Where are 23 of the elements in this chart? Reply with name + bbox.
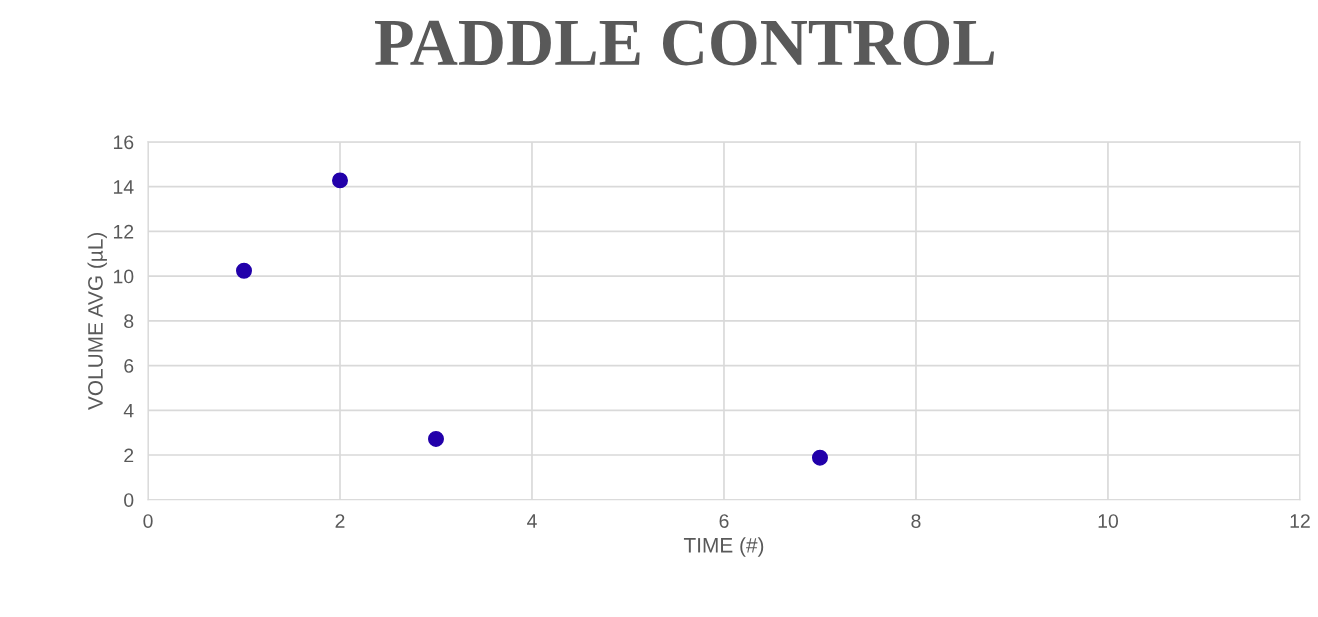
x-tick-label: 2 [335, 514, 345, 528]
y-tick-label: 14 [113, 180, 134, 194]
x-tick-label: 4 [527, 514, 537, 528]
y-tick-label: 4 [123, 403, 134, 418]
y-tick-label: 10 [113, 269, 134, 284]
point [811, 449, 828, 466]
x-axis-title: TIME (#) [683, 537, 764, 557]
y-tick-label: 0 [124, 493, 134, 508]
x-tick-label: 12 [1290, 514, 1310, 528]
chart-title: PADDLE CONTROL [375, 20, 995, 66]
point [428, 430, 444, 447]
x-tick-label: 0 [143, 514, 153, 528]
y-tick-label: 16 [113, 135, 134, 150]
y-tick-label: 8 [124, 314, 134, 329]
point [236, 262, 252, 279]
x-tick-label: 8 [911, 514, 921, 528]
point [332, 172, 348, 189]
y-tick-label: 2 [124, 448, 134, 463]
y-axis-title: VOLUME AVG (µL) [87, 232, 107, 410]
x-tick-label: 6 [719, 514, 729, 528]
y-tick-label: 12 [113, 224, 134, 239]
x-tick-label: 10 [1098, 514, 1119, 528]
y-tick-label: 6 [124, 359, 134, 373]
